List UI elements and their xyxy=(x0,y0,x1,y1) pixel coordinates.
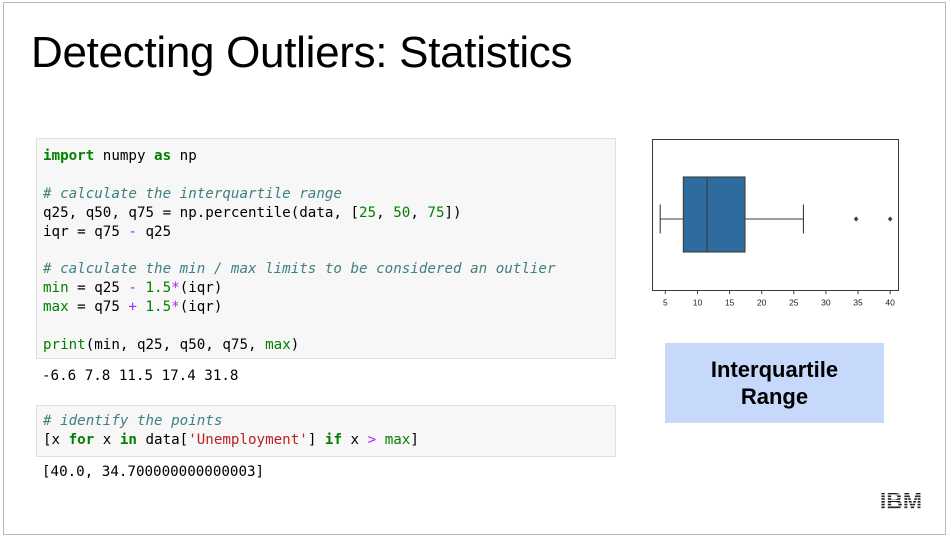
code-text: (iqr) xyxy=(179,299,223,316)
cell-output-2: [40.0, 34.700000000000003] xyxy=(42,464,265,480)
builtin-max: max xyxy=(384,431,411,448)
op-times: * xyxy=(171,299,180,316)
line-min: min = q25 - 1.5*(iqr) xyxy=(43,280,222,296)
code-text: np xyxy=(171,148,197,164)
num-1-5: 1.5 xyxy=(145,299,172,316)
builtin-print: print xyxy=(43,337,86,354)
code-text: , xyxy=(376,204,394,221)
boxplot-chart: 5 10 15 20 25 30 35 40 xyxy=(652,139,899,308)
op-times: * xyxy=(171,280,180,297)
x-tick-label: 35 xyxy=(853,298,863,308)
num-1-5: 1.5 xyxy=(145,280,172,297)
iqr-box xyxy=(682,176,746,253)
op-greater: > xyxy=(367,431,377,448)
code-text xyxy=(137,299,146,315)
builtin-max: max xyxy=(265,337,291,354)
comment-iqr: # calculate the interquartile range xyxy=(43,185,342,202)
builtin-min: min xyxy=(43,280,69,297)
line-print: print(min, q25, q50, q75, max) xyxy=(43,337,299,353)
kw-as: as xyxy=(154,148,172,164)
badge-line-1: Interquartile xyxy=(710,357,839,382)
code-cell-1[interactable]: import numpy as np # calculate the inter… xyxy=(36,138,616,359)
x-tick-label: 25 xyxy=(789,298,799,308)
code-text: x xyxy=(342,431,368,448)
num-25: 25 xyxy=(359,204,377,221)
code-text: data[ xyxy=(136,431,189,448)
slide: Detecting Outliers: Statistics import nu… xyxy=(3,2,946,535)
ibm-logo: IBM xyxy=(880,490,922,512)
slide-title: Detecting Outliers: Statistics xyxy=(31,28,573,77)
op-plus: + xyxy=(128,299,137,316)
kw-in: in xyxy=(119,431,137,448)
builtin-max: max xyxy=(43,299,69,316)
code-text: q25 xyxy=(136,223,172,240)
x-tick-label: 40 xyxy=(885,298,895,308)
line-iqr: iqr = q75 - q25 xyxy=(43,224,171,240)
outlier-point xyxy=(853,216,859,222)
line-import: import numpy as np xyxy=(43,148,197,164)
badge-line-2: Range xyxy=(740,384,809,409)
kw-for: for xyxy=(68,431,95,448)
interquartile-range-badge: Interquartile Range xyxy=(665,343,884,423)
x-tick-label: 15 xyxy=(725,298,735,308)
code-text: , xyxy=(410,204,428,221)
code-text: ] xyxy=(307,431,325,448)
line-max: max = q75 + 1.5*(iqr) xyxy=(43,299,222,315)
kw-import: import xyxy=(43,148,95,164)
code-text: ( xyxy=(85,337,95,354)
ibm-logo-text: IBM xyxy=(880,490,922,512)
comment-limits: # calculate the min / max limits to be c… xyxy=(43,261,556,278)
outlier-point xyxy=(887,216,893,222)
code-text: iqr = q75 xyxy=(43,223,129,240)
line-percentile: q25, q50, q75 = np.percentile(data, [25,… xyxy=(43,205,462,221)
comment-identify: # identify the points xyxy=(43,413,223,429)
code-text: min, q25, q50, q75, xyxy=(94,337,266,354)
code-text: ]) xyxy=(444,204,462,221)
code-text: ] xyxy=(410,431,419,448)
x-tick-label: 10 xyxy=(693,298,703,308)
op-minus: - xyxy=(128,280,137,297)
code-text: ) xyxy=(290,337,300,354)
x-tick-label: 30 xyxy=(821,298,831,308)
code-text: = q25 xyxy=(68,280,129,297)
code-text: x xyxy=(94,431,120,448)
code-block-2: # identify the points [x for x in data['… xyxy=(43,412,419,450)
cell-output-1: -6.6 7.8 11.5 17.4 31.8 xyxy=(42,368,239,384)
code-text xyxy=(137,280,146,296)
x-tick-label: 5 xyxy=(663,298,668,308)
code-text: (iqr) xyxy=(179,280,223,297)
code-text: [x xyxy=(43,431,69,448)
op-minus: - xyxy=(128,223,137,240)
x-tick-label: 20 xyxy=(757,298,767,308)
code-text: = q75 xyxy=(68,299,129,316)
code-block-1: import numpy as np # calculate the inter… xyxy=(43,147,556,355)
num-50: 50 xyxy=(393,204,411,221)
string-unemployment: 'Unemployment' xyxy=(188,431,308,448)
line-list-comprehension: [x for x in data['Unemployment'] if x > … xyxy=(43,432,419,448)
num-75: 75 xyxy=(427,204,445,221)
code-cell-2[interactable]: # identify the points [x for x in data['… xyxy=(36,405,616,457)
kw-if: if xyxy=(324,431,342,448)
code-text xyxy=(376,432,385,448)
code-text: q25, q50, q75 = np.percentile(data, [ xyxy=(43,204,360,221)
code-text: numpy xyxy=(94,148,155,164)
